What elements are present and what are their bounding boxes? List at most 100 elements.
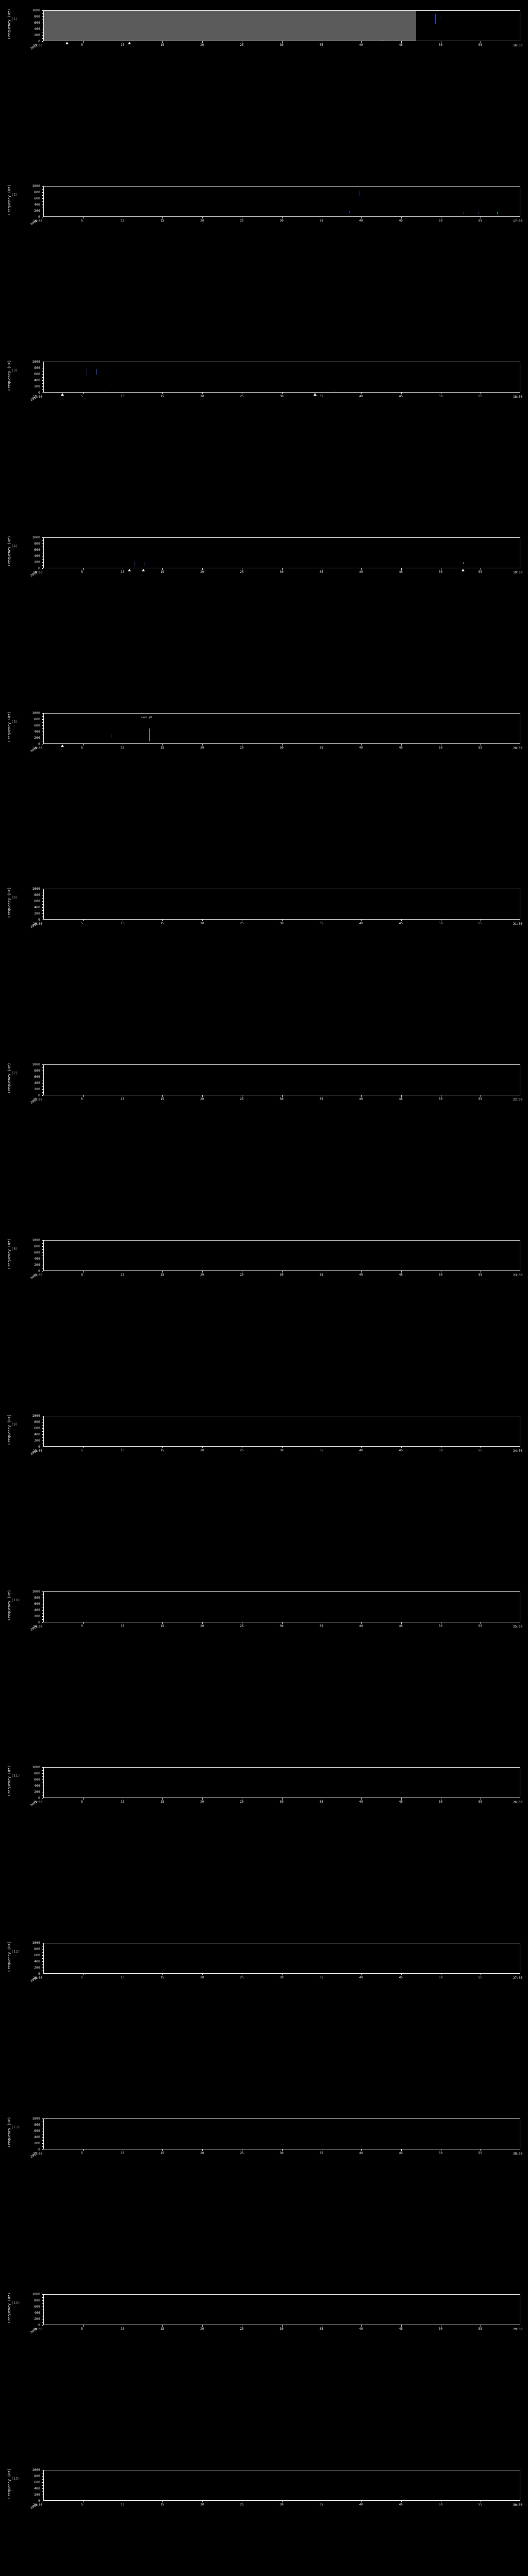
x-axis-hour-end-1: 16:00 (513, 44, 523, 47)
x-tick-label-3-50: 50 (438, 395, 443, 398)
y-axis-label-5: Frequency (Hz) (7, 711, 11, 742)
x-axis-hour-end-10: 25:00 (513, 1625, 523, 1629)
x-tick-label-12-5: 5 (81, 1976, 83, 1979)
panel-number-4: (4) (11, 544, 18, 548)
y-tick-label-13-1000: 1000 (32, 2116, 40, 2121)
year-label-7: 2017 (30, 1097, 39, 1105)
plot-area-1 (43, 10, 520, 41)
plot-area-12 (43, 1943, 520, 1974)
y-tick-mark-11-0 (42, 1798, 43, 1799)
x-tick-label-14-15: 15 (160, 2327, 164, 2331)
x-tick-label-8-20: 20 (200, 1273, 204, 1277)
y-tick-mark-12-600 (42, 1955, 43, 1956)
x-tick-label-9-50: 50 (438, 1449, 443, 1452)
x-tick-label-7-45: 45 (399, 1097, 403, 1101)
triangle-marker-4-0 (127, 569, 131, 571)
x-tick-label-13-20: 20 (200, 2151, 204, 2155)
x-tick-label-1-50: 50 (438, 43, 443, 47)
y-tick-mark-1-200 (42, 35, 43, 36)
y-tick-label-14-800: 800 (34, 2298, 40, 2302)
x-tick-label-15-45: 45 (399, 2503, 403, 2506)
y-tick-minor-11-900 (42, 1770, 43, 1771)
x-tick-label-9-5: 5 (81, 1449, 83, 1452)
triangle-marker-5-0 (61, 744, 64, 747)
y-tick-mark-6-200 (42, 913, 43, 914)
x-tick-label-15-40: 40 (359, 2503, 363, 2506)
x-tick-label-11-5: 5 (81, 1800, 83, 1804)
x-tick-mark-8-45 (401, 1271, 402, 1273)
x-tick-label-5-30: 30 (279, 746, 284, 750)
year-label-10: 2017 (30, 1624, 39, 1632)
y-tick-label-11-1000: 1000 (32, 1765, 40, 1769)
x-tick-label-6-40: 40 (359, 922, 363, 925)
x-tick-label-10-40: 40 (359, 1624, 363, 1628)
triangle-marker-1-0 (65, 42, 69, 44)
x-tick-mark-1-40 (361, 41, 362, 43)
y-tick-mark-8-800 (42, 1246, 43, 1247)
x-tick-mark-6-40 (361, 920, 362, 921)
y-tick-minor-5-900 (42, 716, 43, 717)
x-tick-label-2-5: 5 (81, 219, 83, 223)
detection-mark-2-1 (349, 211, 350, 214)
x-tick-mark-3-40 (361, 393, 362, 394)
y-axis-label-12: Frequency (Hz) (7, 1941, 11, 1972)
x-tick-label-11-15: 15 (160, 1800, 164, 1804)
x-tick-mark-14-20 (202, 2325, 203, 2327)
y-tick-minor-4-300 (42, 559, 43, 560)
y-axis-label-6: Frequency (Hz) (7, 887, 11, 918)
x-tick-label-12-10: 10 (121, 1976, 125, 1979)
x-tick-mark-6-45 (401, 920, 402, 921)
y-tick-label-4-200: 200 (34, 560, 40, 564)
x-tick-label-14-30: 30 (279, 2327, 284, 2331)
x-tick-label-7-5: 5 (81, 1097, 83, 1101)
panel-number-11: (11) (11, 1774, 20, 1778)
plot-area-9 (43, 1416, 520, 1447)
triangle-marker-1-1 (127, 42, 131, 44)
x-tick-mark-9-30 (282, 1447, 283, 1448)
y-tick-label-1-1000: 1000 (32, 8, 40, 12)
x-tick-label-3-30: 30 (279, 395, 284, 398)
y-tick-minor-15-700 (42, 2479, 43, 2480)
x-tick-mark-4-15 (162, 568, 163, 570)
y-tick-minor-3-500 (42, 377, 43, 378)
x-tick-label-3-10: 10 (121, 395, 125, 398)
x-tick-label-11-10: 10 (121, 1800, 125, 1804)
x-axis-hour-end-11: 26:00 (513, 1801, 523, 1804)
y-tick-label-12-600: 600 (34, 1953, 40, 1957)
y-tick-minor-5-500 (42, 728, 43, 729)
x-tick-mark-7-20 (202, 1095, 203, 1097)
x-tick-mark-2-15 (162, 217, 163, 218)
x-tick-label-10-45: 45 (399, 1624, 403, 1628)
y-tick-mark-4-200 (42, 562, 43, 563)
x-tick-label-14-55: 55 (478, 2327, 483, 2331)
y-axis-label-9: Frequency (Hz) (7, 1414, 11, 1445)
x-tick-label-13-55: 55 (478, 2151, 483, 2155)
y-tick-mark-3-200 (42, 386, 43, 387)
y-tick-label-6-600: 600 (34, 899, 40, 903)
x-tick-label-11-50: 50 (438, 1800, 443, 1804)
x-axis-hour-end-15: 30:00 (513, 2503, 523, 2507)
y-tick-label-14-0: 0 (38, 2323, 40, 2327)
x-tick-mark-1-20 (202, 41, 203, 43)
y-tick-mark-13-0 (42, 2149, 43, 2150)
x-tick-label-3-40: 40 (359, 395, 363, 398)
plot-area-4 (43, 537, 520, 568)
x-axis-hour-start-7: 21:00 (33, 1098, 43, 1101)
y-tick-mark-3-400 (42, 380, 43, 381)
plot-area-14 (43, 2294, 520, 2325)
y-tick-label-6-200: 200 (34, 911, 40, 916)
x-tick-label-7-55: 55 (478, 1097, 483, 1101)
y-tick-minor-10-100 (42, 1619, 43, 1620)
detection-mark-1-0 (435, 14, 436, 24)
x-tick-label-11-45: 45 (399, 1800, 403, 1804)
x-tick-label-13-30: 30 (279, 2151, 284, 2155)
y-tick-label-1-600: 600 (34, 21, 40, 25)
y-tick-label-7-400: 400 (34, 1081, 40, 1085)
y-tick-label-15-800: 800 (34, 2474, 40, 2478)
plot-area-3 (43, 362, 520, 393)
year-label-15: 2017 (30, 2503, 39, 2511)
y-tick-label-3-0: 0 (38, 391, 40, 395)
x-tick-label-10-30: 30 (279, 1624, 284, 1628)
data-coverage-span-1-0 (44, 11, 416, 41)
y-tick-minor-2-700 (42, 195, 43, 196)
